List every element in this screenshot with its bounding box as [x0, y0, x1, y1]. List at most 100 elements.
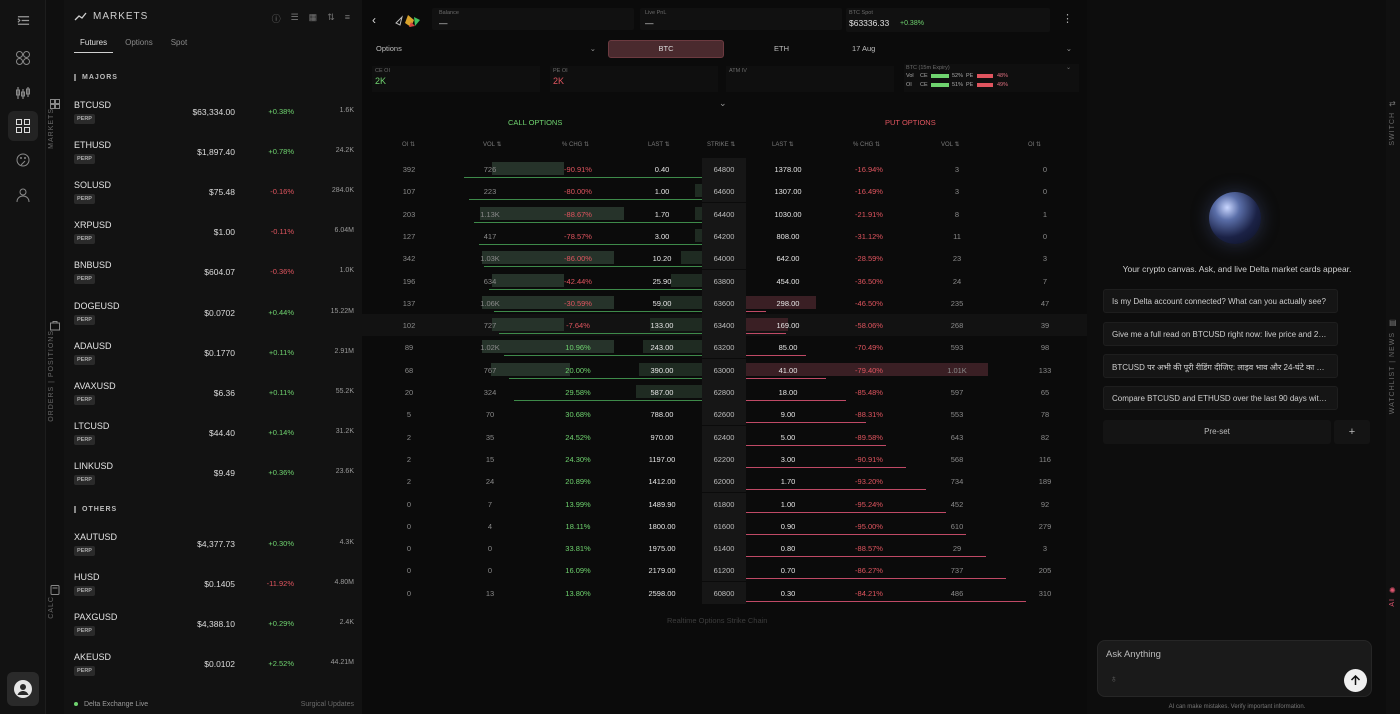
grid-icon[interactable] — [11, 46, 35, 70]
option-chain-row[interactable]: 0 4 18.11% 1800.00 61600 0.90 -95.00% 610 279 — [362, 514, 1087, 537]
tab-futures[interactable]: Futures — [74, 36, 114, 53]
market-row[interactable]: ADAUSD PERP $0.1770 +0.11% 2.91M — [64, 341, 362, 381]
header-put-vol[interactable]: VOL ⇅ — [941, 142, 960, 148]
orders-tab-icon[interactable] — [50, 318, 60, 331]
market-volume: 2.91M — [334, 347, 354, 355]
option-chain-row[interactable]: 0 13 13.80% 2598.00 60800 0.30 -84.21% 486 310 — [362, 581, 1087, 604]
ai-side-icon[interactable]: ✺ — [1389, 586, 1396, 595]
palette-icon[interactable] — [11, 148, 35, 172]
market-row[interactable]: BNBUSD PERP $604.07 -0.36% 1.0K — [64, 260, 362, 300]
suggestion-4[interactable]: Compare BTCUSD and ETHUSD over the last … — [1103, 386, 1338, 410]
option-chain-row[interactable]: 0 0 16.09% 2179.00 61200 0.70 -86.27% 737 205 — [362, 559, 1087, 582]
cell-strike: 63600 — [713, 298, 735, 308]
option-chain-row[interactable]: 2 24 20.89% 1412.00 62000 1.70 -93.20% 734 189 — [362, 470, 1087, 493]
expand-chevron-icon[interactable]: ⌄ — [719, 98, 727, 108]
watchlist-side-label[interactable]: WATCHLIST | NEWS — [1389, 332, 1396, 415]
watchlist-icon[interactable]: ▤ — [1389, 318, 1397, 327]
market-row[interactable]: AVAXUSD PERP $6.36 +0.11% 55.2K — [64, 381, 362, 421]
table-view-icon[interactable]: ▦ — [308, 12, 318, 22]
option-chain-row[interactable]: 5 70 30.68% 788.00 62600 9.00 -88.31% 553 78 — [362, 403, 1087, 426]
option-chain-row[interactable]: 127 417 -78.57% 3.00 64200 808.00 -31.12% 11 0 — [362, 224, 1087, 247]
option-chain-row[interactable]: 68 767 20.00% 390.00 63000 41.00 -79.40% 1.01K 1… — [362, 358, 1087, 381]
market-row[interactable]: BTCUSD PERP $63,334.00 +0.38% 1.6K — [64, 100, 362, 140]
mini-chevron-icon[interactable]: ⌄ — [1065, 65, 1071, 71]
switch-side-label[interactable]: SWITCH — [1389, 112, 1396, 146]
option-chain-row[interactable]: 107 223 -80.00% 1.00 64600 1307.00 -16.49% 3 0 — [362, 180, 1087, 203]
cell-c-vol: 1.03K — [480, 254, 500, 264]
tab-options[interactable]: Options — [125, 38, 153, 47]
ce-oi-box: CE OI 2K — [372, 66, 540, 92]
calc-side-label[interactable]: CALC — [48, 596, 55, 619]
suggestion-2[interactable]: Give me a full read on BTCUSD right now:… — [1103, 322, 1338, 346]
cell-c-chg: 13.99% — [565, 499, 591, 509]
asset-btc-button[interactable]: BTC — [608, 40, 724, 58]
call-volume-bar — [492, 318, 564, 332]
suggestion-1[interactable]: Is my Delta account connected? What can … — [1103, 289, 1338, 313]
type-select[interactable]: Options ⌄ — [376, 40, 596, 57]
mini-vol-ce-label: CE — [920, 73, 928, 79]
option-chain-row[interactable]: 0 0 33.81% 1975.00 61400 0.80 -88.57% 29 3 — [362, 537, 1087, 560]
calc-tab-icon[interactable] — [50, 582, 60, 595]
option-chain-row[interactable]: 89 1.02K 10.96% 243.00 63200 85.00 -70.49% 593 9… — [362, 336, 1087, 359]
option-chain-row[interactable]: 2 15 24.30% 1197.00 62200 3.00 -90.91% 568 116 — [362, 447, 1087, 470]
option-chain-row[interactable]: 137 1.06K -30.59% 59.00 63600 298.00 -46.50% 23… — [362, 291, 1087, 314]
list-view-icon[interactable]: ☰ — [290, 12, 299, 22]
orders-side-label[interactable]: ORDERS | POSITIONS — [48, 330, 55, 422]
option-chain-row[interactable]: 392 726 -90.91% 0.40 64800 1378.00 -16.94% 3 0 — [362, 158, 1087, 180]
chat-input-box[interactable]: Ask Anything ♁ — [1097, 640, 1372, 697]
more-menu-icon[interactable]: ⋮ — [1062, 13, 1073, 25]
market-row[interactable]: LINKUSD PERP $9.49 +0.36% 23.6K — [64, 461, 362, 501]
header-call-chg[interactable]: % CHG ⇅ — [562, 142, 590, 148]
filter-icon[interactable]: ≡ — [344, 12, 350, 22]
cell-p-vol: 593 — [950, 343, 964, 353]
market-row[interactable]: LTCUSD PERP $44.40 +0.14% 31.2K — [64, 421, 362, 461]
header-call-vol[interactable]: VOL ⇅ — [483, 142, 502, 148]
market-row[interactable]: DOGEUSD PERP $0.0702 +0.44% 15.22M — [64, 301, 362, 341]
market-symbol: AVAXUSD — [74, 380, 116, 391]
expiry-select[interactable]: 17 Aug ⌄ — [852, 40, 1072, 57]
market-row[interactable]: ETHUSD PERP $1,897.40 +0.78% 24.2K — [64, 140, 362, 180]
switch-icon[interactable]: ⇄ — [1389, 99, 1396, 108]
account-avatar[interactable] — [7, 672, 39, 706]
strike-cell-bg — [702, 403, 746, 426]
markets-icon[interactable] — [8, 111, 38, 141]
header-put-chg[interactable]: % CHG ⇅ — [853, 142, 881, 148]
market-row[interactable]: AKEUSD PERP $0.0102 +2.52% 44.21M — [64, 652, 362, 692]
option-chain-row[interactable]: 203 1.13K -88.67% 1.70 64400 1030.00 -21.91% 8 1 — [362, 202, 1087, 225]
header-strike[interactable]: STRIKE ⇅ — [707, 142, 736, 148]
header-call-oi[interactable]: OI ⇅ — [402, 142, 416, 148]
preset-button[interactable]: Pre-set — [1103, 420, 1331, 444]
markets-header: MARKETS — [74, 11, 148, 22]
market-row[interactable]: XRPUSD PERP $1.00 -0.11% 6.04M — [64, 220, 362, 260]
user-icon[interactable] — [11, 183, 35, 207]
market-row[interactable]: PAXGUSD PERP $4,388.10 +0.29% 2.4K — [64, 612, 362, 652]
add-preset-button[interactable]: + — [1334, 420, 1370, 444]
chart-icon[interactable] — [11, 81, 35, 105]
option-chain-row[interactable]: 20 324 29.58% 587.00 62800 18.00 -85.48% 597 65 — [362, 381, 1087, 403]
lightbulb-icon[interactable]: ♁ — [1110, 674, 1118, 685]
markets-tab-icon[interactable] — [50, 96, 60, 109]
strike-cell-bg — [702, 358, 746, 381]
option-chain-row[interactable]: 2 35 24.52% 970.00 62400 5.00 -89.58% 643 82 — [362, 425, 1087, 448]
cell-c-last: 390.00 — [650, 365, 674, 375]
header-call-last[interactable]: LAST ⇅ — [648, 142, 670, 148]
market-row[interactable]: HUSD PERP $0.1405 -11.92% 4.80M — [64, 572, 362, 612]
option-chain-row[interactable]: 342 1.03K -86.00% 10.20 64000 642.00 -28.59% 23… — [362, 247, 1087, 270]
collapse-icon[interactable] — [11, 8, 35, 32]
asset-eth-button[interactable]: ETH — [774, 40, 789, 57]
market-row[interactable]: XAUTUSD PERP $4,377.73 +0.30% 4.3K — [64, 532, 362, 572]
option-chain-row[interactable]: 102 727 -7.64% 133.00 63400 169.00 -58.06% 268 3… — [362, 314, 1087, 337]
market-row[interactable]: SOLUSD PERP $75.48 -0.16% 284.0K — [64, 180, 362, 220]
header-put-last[interactable]: LAST ⇅ — [772, 142, 794, 148]
send-button[interactable] — [1344, 669, 1367, 692]
info-icon[interactable]: ⓘ — [271, 14, 281, 24]
markets-side-label[interactable]: MARKETS — [48, 108, 55, 149]
option-chain-row[interactable]: 196 634 -42.44% 25.90 63800 454.00 -36.50% 24 7 — [362, 269, 1087, 292]
option-chain-row[interactable]: 0 7 13.99% 1489.90 61800 1.00 -95.24% 452 92 — [362, 492, 1087, 515]
header-put-oi[interactable]: OI ⇅ — [1028, 142, 1042, 148]
back-icon[interactable]: ‹ — [372, 13, 376, 27]
sort-icon[interactable]: ⇅ — [327, 12, 335, 22]
ai-side-label[interactable]: AI — [1389, 598, 1396, 607]
tab-spot[interactable]: Spot — [170, 38, 188, 47]
suggestion-3[interactable]: BTCUSD पर अभी की पूरी रीडिंग दीजिए: लाइव… — [1103, 354, 1338, 378]
